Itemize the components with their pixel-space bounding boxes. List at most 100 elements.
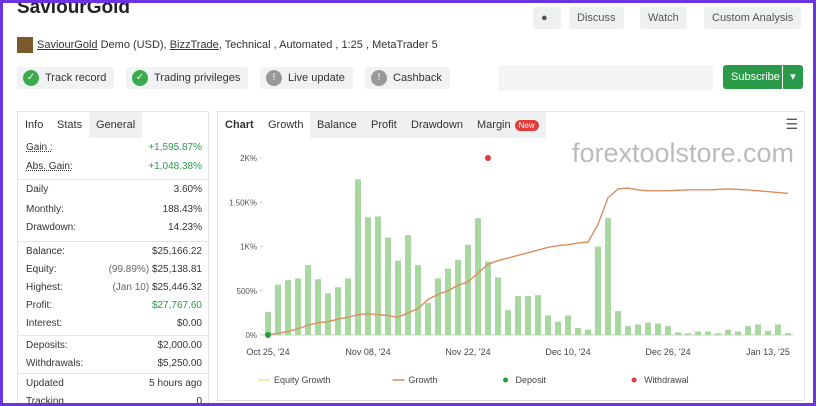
- stat-label: Balance:: [26, 246, 65, 257]
- chart-tab[interactable]: Drawdown: [404, 112, 470, 138]
- bar: [455, 259, 461, 335]
- title: SaviourGold: [17, 0, 130, 18]
- bar: [575, 327, 581, 335]
- bar: [705, 331, 711, 335]
- bar: [545, 315, 551, 335]
- chart-tab[interactable]: Balance: [310, 112, 364, 138]
- stat-label: Profit:: [26, 300, 53, 311]
- account-link[interactable]: SaviourGold: [37, 39, 98, 51]
- bar: [665, 326, 671, 335]
- stat-value: $2,000.00: [158, 340, 203, 351]
- watermark: forextoolstore.com: [572, 138, 794, 168]
- line: [267, 187, 789, 336]
- stat-row: Daily 3.60%: [26, 184, 202, 195]
- x-tick-label: Oct 25, '24: [246, 347, 289, 357]
- bar: [605, 218, 611, 335]
- stat-value: 14.23%: [168, 222, 202, 233]
- badge-label: Live update: [288, 72, 345, 84]
- badge: ! Live update: [260, 67, 353, 89]
- custom-analysis-button[interactable]: Custom Analysis: [704, 7, 802, 29]
- badge: ✓ Trading privileges: [126, 67, 249, 89]
- marker: [265, 332, 271, 338]
- stat-label: Highest:: [26, 282, 63, 293]
- bar: [675, 332, 681, 335]
- stat-number: 3.60%: [173, 184, 202, 195]
- bar: [755, 324, 761, 335]
- stat-number: $0.00: [176, 318, 202, 329]
- separator: [18, 179, 208, 180]
- avatar: [17, 37, 33, 53]
- stat-number: 5 hours ago: [149, 378, 202, 389]
- badge-label: Cashback: [393, 72, 442, 84]
- legend-swatch: [503, 377, 509, 383]
- bar: [355, 179, 361, 335]
- stat-label: Abs. Gain:: [26, 161, 73, 172]
- bar: [765, 330, 771, 335]
- settings-icon[interactable]: ☰: [785, 116, 798, 132]
- bar: [715, 333, 721, 335]
- subscribe-button[interactable]: Subscribe ▾: [723, 65, 803, 89]
- stat-number: 188.43%: [162, 204, 202, 215]
- x-tick-label: Jan 13, '25: [746, 347, 790, 357]
- stat-row: Balance: $25,166.22: [26, 246, 202, 257]
- stat-row: Deposits: $2,000.00: [26, 340, 202, 351]
- stat-row: Withdrawals: $5,250.00: [26, 358, 202, 369]
- details: , Technical , Automated , 1:25 , MetaTra…: [218, 39, 438, 51]
- x-tick-label: Nov 08, '24: [345, 347, 390, 357]
- bar: [515, 296, 521, 335]
- stat-label: Daily: [26, 184, 49, 195]
- stat-number: $5,250.00: [157, 358, 203, 369]
- watch-button[interactable]: Watch: [640, 7, 687, 29]
- stat-number: $2,000.00: [157, 340, 203, 351]
- stats-tab[interactable]: General: [89, 112, 143, 138]
- bar: [275, 284, 281, 335]
- stat-label: Interest:: [26, 318, 63, 329]
- bar: [625, 326, 631, 335]
- stats-tab[interactable]: Info: [18, 112, 51, 138]
- bar: [265, 311, 271, 335]
- chart-tab[interactable]: Profit: [364, 112, 404, 138]
- stat-value: 3.60%: [174, 184, 202, 195]
- stats-panel: Info Stats General Gain : +1,595.87% Abs. Gai…: [17, 111, 209, 406]
- stat-number: 0: [196, 396, 202, 406]
- stat-note: (Jan 10): [112, 282, 150, 293]
- x-tick-label: Nov 22, '24: [445, 347, 490, 357]
- badge: ! Cashback: [365, 67, 450, 89]
- stat-number: +1,595.87%: [148, 142, 202, 153]
- chart-tab[interactable]: Margin New: [470, 112, 546, 138]
- bar: [305, 265, 311, 335]
- discuss-button[interactable]: Discuss: [569, 7, 624, 29]
- stat-row: Tracking 0: [26, 396, 202, 406]
- legend-label: Equity Growth: [274, 375, 331, 385]
- legend-label: Deposit: [516, 375, 547, 385]
- input[interactable]: [498, 65, 713, 91]
- stat-value: $25,166.22: [152, 246, 202, 257]
- bar: [345, 278, 351, 335]
- chart-tab[interactable]: Chart: [218, 112, 261, 138]
- stat-value: 0: [196, 396, 202, 406]
- details: Demo (USD),: [100, 39, 167, 51]
- stat-row: Interest: $0.00: [26, 318, 202, 329]
- notify-button[interactable]: ●: [533, 7, 561, 29]
- bar: [285, 280, 291, 335]
- stat-number: 14.23%: [168, 222, 202, 233]
- stat-row: Highest: (Jan 10) $25,446.32: [26, 282, 202, 293]
- chart-tab[interactable]: Growth: [261, 112, 311, 138]
- stats-tab[interactable]: Stats: [50, 112, 90, 138]
- bar: [525, 296, 531, 335]
- stat-value: $5,250.00: [158, 358, 203, 369]
- stat-number: +1,048.38%: [148, 161, 202, 172]
- stat-number: $25,138.81: [151, 264, 202, 275]
- stat-number: $25,446.32: [151, 282, 202, 293]
- stat-label: Updated: [26, 378, 64, 389]
- stat-row: Gain : +1,595.87%: [26, 142, 202, 153]
- broker-link[interactable]: BizzTrade: [169, 39, 219, 51]
- stat-value: (99.89%) $25,138.81: [109, 264, 202, 275]
- bar: [695, 331, 701, 335]
- bar: [565, 315, 571, 335]
- bar: [395, 260, 401, 335]
- bar: [385, 237, 391, 335]
- marker: [485, 155, 491, 161]
- bar: [465, 244, 471, 335]
